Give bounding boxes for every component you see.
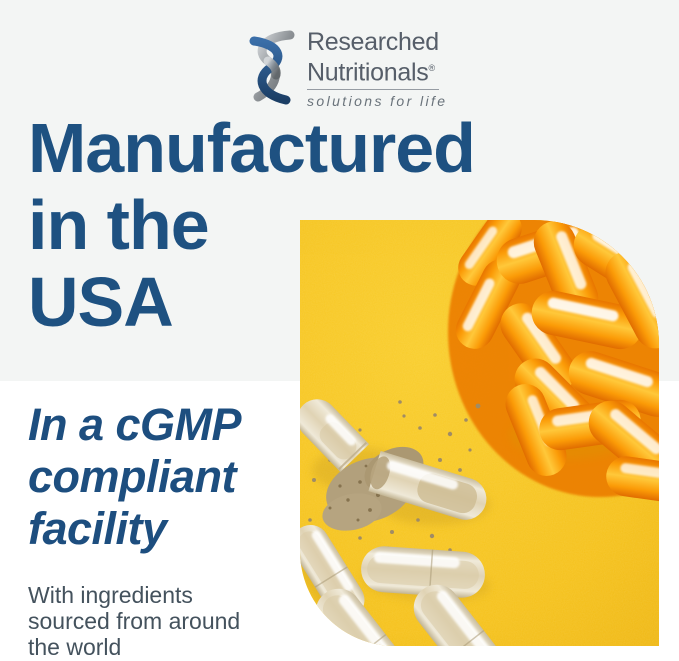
subheadline-line-1: In a cGMP xyxy=(28,399,242,450)
headline-line-2: in the xyxy=(28,186,210,264)
headline-line-1: Manufactured xyxy=(28,109,476,187)
softgel-capsule xyxy=(500,303,576,393)
page-title: Manufactured in the USA xyxy=(28,109,476,341)
headline-line-3: USA xyxy=(28,263,174,341)
softgel-capsule xyxy=(455,259,521,349)
softgel-capsule xyxy=(568,351,659,417)
open-capsule xyxy=(300,399,490,554)
softgel-capsule xyxy=(458,220,522,286)
brand-name-line2: Nutritionals® xyxy=(307,58,435,87)
softgel-capsule xyxy=(606,456,659,504)
body-copy-line-1: With ingredients xyxy=(28,582,193,608)
capsule xyxy=(361,546,491,602)
softgel-capsule xyxy=(533,221,599,319)
subheadline-line-2: compliant xyxy=(28,451,237,502)
subheadline-line-3: facility xyxy=(28,503,167,554)
brand-tagline: solutions for life xyxy=(307,93,448,110)
logo-divider xyxy=(307,89,439,91)
product-photo xyxy=(300,220,659,646)
capsule-body-half xyxy=(368,450,487,520)
softgel-capsule xyxy=(531,290,643,350)
brand-logo: Researched Nutritionals® solutions for l… xyxy=(246,29,447,109)
brand-name-line1: Researched xyxy=(307,28,439,56)
body-copy-line-3: the world xyxy=(28,634,122,660)
body-copy-line-2: sourced from around xyxy=(28,608,241,634)
softgel-cluster xyxy=(448,220,659,504)
brand-wordmark: Researched Nutritionals® solutions for l… xyxy=(307,29,447,109)
registered-trademark: ® xyxy=(428,63,435,73)
dna-helix-logo-icon xyxy=(249,30,295,105)
subheadline: In a cGMP compliant facility xyxy=(28,399,242,555)
softgel-capsule xyxy=(588,400,659,488)
body-copy: With ingredients sourced from around the… xyxy=(28,582,240,660)
capsule xyxy=(413,584,511,646)
powder-specks xyxy=(308,400,481,554)
capsule-cap-half xyxy=(300,399,370,472)
